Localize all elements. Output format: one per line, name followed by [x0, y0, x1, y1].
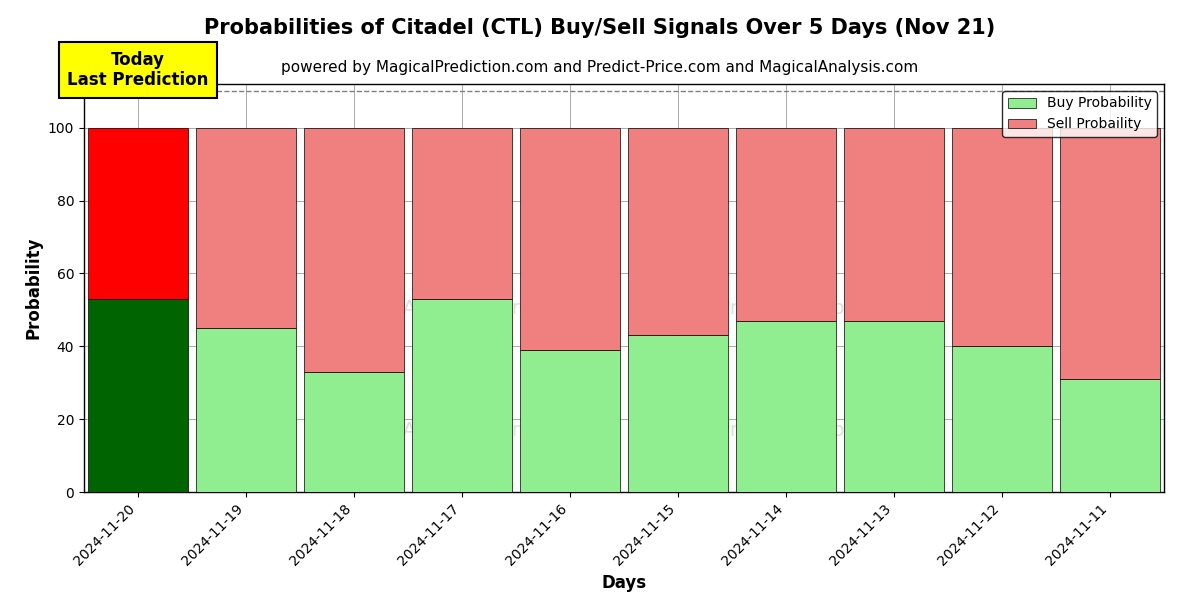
Bar [952, 346, 1052, 492]
Bar [196, 328, 296, 492]
Text: MagicalPrediction.com: MagicalPrediction.com [644, 299, 863, 318]
X-axis label: Days: Days [601, 574, 647, 592]
Text: Today
Last Prediction: Today Last Prediction [67, 50, 209, 89]
Text: powered by MagicalPrediction.com and Predict-Price.com and MagicalAnalysis.com: powered by MagicalPrediction.com and Pre… [281, 60, 919, 75]
Y-axis label: Probability: Probability [24, 237, 42, 339]
Legend: Buy Probability, Sell Probaility: Buy Probability, Sell Probaility [1002, 91, 1157, 137]
Bar [736, 321, 836, 492]
Bar [736, 128, 836, 321]
Bar [952, 128, 1052, 346]
Bar [1060, 379, 1160, 492]
Bar [196, 128, 296, 328]
Bar [844, 128, 944, 321]
Bar [628, 128, 728, 335]
Text: Probabilities of Citadel (CTL) Buy/Sell Signals Over 5 Days (Nov 21): Probabilities of Citadel (CTL) Buy/Sell … [204, 18, 996, 38]
Bar [1060, 128, 1160, 379]
Text: MagicalPrediction.com: MagicalPrediction.com [644, 421, 863, 440]
Bar [88, 128, 188, 299]
Text: MagicalAnalysis.com: MagicalAnalysis.com [329, 299, 530, 318]
Text: MagicalAnalysis.com: MagicalAnalysis.com [329, 421, 530, 440]
Bar [412, 128, 512, 299]
Bar [88, 299, 188, 492]
Bar [520, 128, 620, 350]
Bar [304, 372, 404, 492]
Bar [304, 128, 404, 372]
Bar [844, 321, 944, 492]
Bar [520, 350, 620, 492]
Bar [628, 335, 728, 492]
Bar [412, 299, 512, 492]
